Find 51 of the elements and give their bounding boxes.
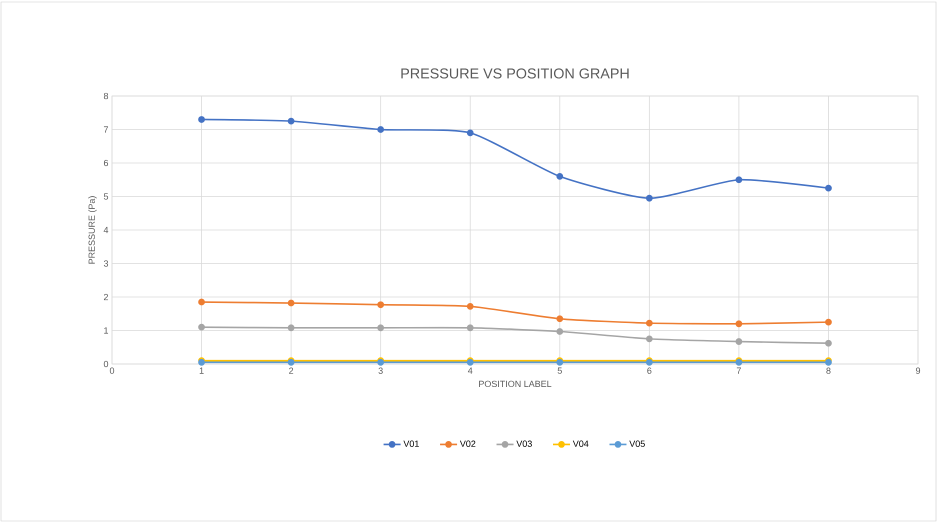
- point: [466, 324, 474, 332]
- point: [288, 324, 295, 332]
- point: [556, 173, 564, 180]
- x-tick-label: 7: [736, 368, 741, 374]
- y-tick-label: 2: [104, 294, 108, 300]
- legend-label: V04: [572, 440, 588, 447]
- y-tick-label: 1: [104, 327, 108, 334]
- point: [377, 324, 384, 332]
- legend-label: V01: [403, 440, 419, 447]
- y-tick-label: 6: [104, 160, 108, 166]
- x-tick-label: 9: [916, 368, 920, 374]
- y-axis-title: PRESSURE (Pa): [88, 196, 97, 264]
- legend-label: V02: [460, 440, 476, 447]
- y-tick-label: 4: [104, 226, 108, 234]
- y-tick-label: 7: [104, 126, 108, 133]
- point: [198, 324, 205, 331]
- point: [646, 335, 653, 342]
- x-tick-label: 1: [200, 368, 204, 374]
- chart-title: PRESSURE VS POSITION GRAPH: [401, 68, 629, 79]
- x-tick-label: 3: [378, 368, 383, 374]
- x-tick-label: 6: [647, 368, 652, 374]
- x-tick-label: 4: [468, 368, 472, 374]
- point: [198, 116, 205, 123]
- point: [198, 298, 205, 306]
- point: [556, 315, 564, 322]
- point: [825, 184, 832, 192]
- point: [288, 118, 295, 125]
- point: [736, 320, 742, 328]
- point: [377, 301, 384, 308]
- x-tick-label: 2: [289, 368, 294, 374]
- y-tick-label: 0: [104, 360, 108, 368]
- point: [466, 302, 474, 310]
- y-tick-label: 5: [104, 193, 108, 200]
- x-axis-title: POSITION LABEL: [479, 380, 552, 388]
- y-tick-label: 3: [104, 260, 108, 267]
- legend-label: V05: [629, 440, 645, 447]
- point: [825, 318, 832, 326]
- point: [466, 129, 474, 136]
- legend-label: V03: [516, 440, 532, 447]
- x-tick-label: 8: [826, 368, 831, 374]
- x-tick-label: 5: [558, 368, 562, 374]
- point: [646, 320, 653, 327]
- point: [736, 176, 742, 184]
- point: [377, 126, 384, 133]
- point: [825, 340, 832, 347]
- point: [646, 194, 653, 202]
- point: [288, 300, 295, 306]
- x-tick-label: 0: [110, 368, 114, 374]
- point: [736, 338, 742, 345]
- y-tick-label: 8: [104, 92, 108, 100]
- point: [556, 328, 564, 335]
